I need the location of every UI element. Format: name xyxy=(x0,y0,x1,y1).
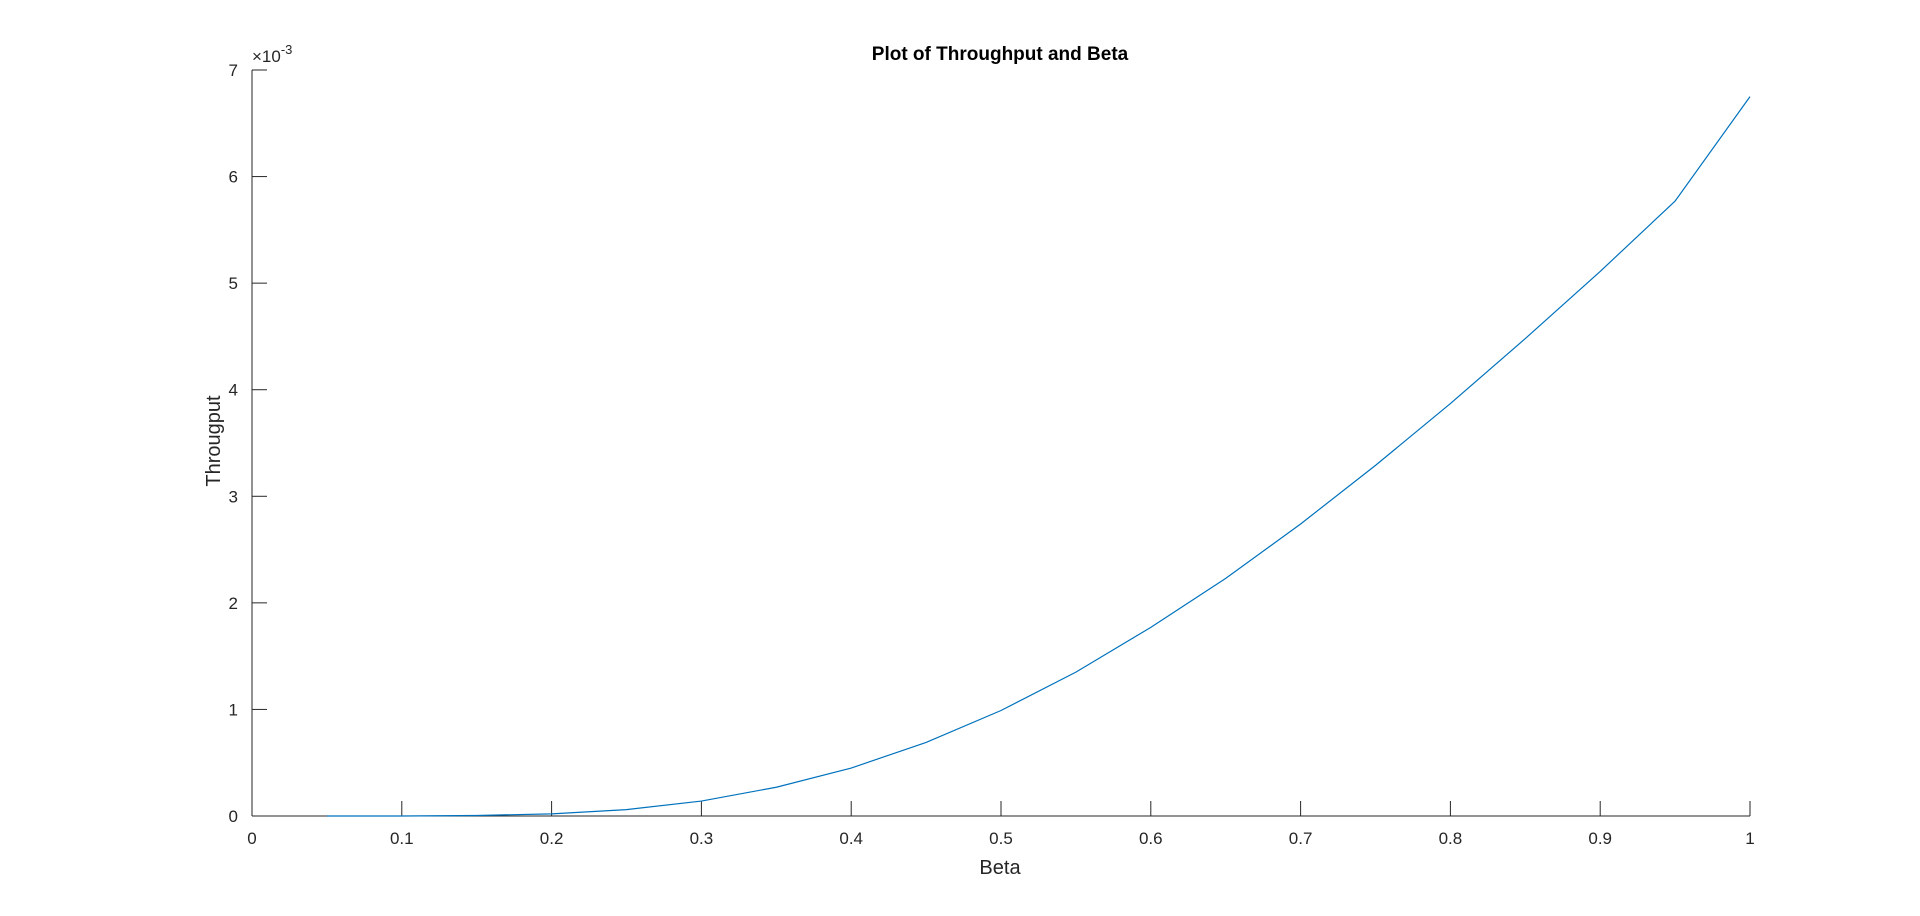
x-tick-label: 0.9 xyxy=(1588,829,1612,848)
y-tick-label: 5 xyxy=(229,274,238,293)
x-tick-label: 0.3 xyxy=(690,829,714,848)
axes xyxy=(251,70,1750,817)
x-tick-label: 0.6 xyxy=(1139,829,1163,848)
y-axis-ticks: 0 1 2 3 4 5 6 7 xyxy=(229,61,267,826)
series-line xyxy=(326,96,1751,817)
y-tick-label: 3 xyxy=(229,487,238,506)
series-group xyxy=(326,96,1751,817)
x-axis-label: Beta xyxy=(979,857,1021,879)
x-axis-ticks: 0 0.1 0.2 0.3 0.4 0.5 0.6 0.7 0.8 0.9 1 xyxy=(247,801,1755,848)
y-tick-label: 1 xyxy=(229,700,238,719)
y-axis-label: Througput xyxy=(203,395,225,487)
x-tick-label: 0.2 xyxy=(540,829,564,848)
y-tick-label: 7 xyxy=(229,61,238,80)
y-axis-exponent: ×10-3 xyxy=(252,42,292,66)
x-tick-label: 1 xyxy=(1745,829,1754,848)
y-tick-label: 0 xyxy=(229,807,238,826)
y-tick-label: 6 xyxy=(229,168,238,187)
x-tick-label: 0 xyxy=(247,829,256,848)
y-tick-label: 2 xyxy=(229,594,238,613)
x-tick-label: 0.7 xyxy=(1289,829,1313,848)
x-tick-label: 0.4 xyxy=(839,829,863,848)
x-tick-label: 0.8 xyxy=(1439,829,1463,848)
chart-title: Plot of Throughput and Beta xyxy=(872,44,1129,65)
x-tick-label: 0.1 xyxy=(390,829,414,848)
x-tick-label: 0.5 xyxy=(989,829,1013,848)
y-axis-multiplier: ×10 xyxy=(252,47,281,66)
y-axis-exponent-value: -3 xyxy=(281,42,293,57)
y-tick-label: 4 xyxy=(229,381,238,400)
